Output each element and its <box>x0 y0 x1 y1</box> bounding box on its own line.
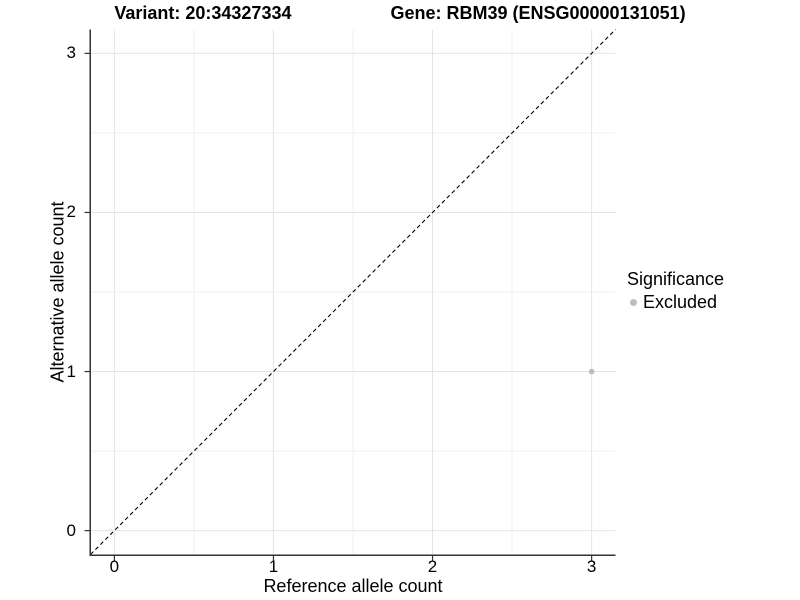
identity-reference-line <box>90 29 616 555</box>
legend-item-excluded: Excluded <box>626 292 724 313</box>
y-tick-label: 2 <box>66 202 76 222</box>
legend-title: Significance <box>627 269 725 289</box>
plot-title-variant: Variant: 20:34327334 <box>114 3 292 23</box>
plot-title: Variant: 20:34327334 Gene: RBM39 (ENSG00… <box>0 3 800 24</box>
legend-item-label: Excluded <box>643 292 718 312</box>
legend-point-icon <box>630 299 637 306</box>
x-tick-label: 1 <box>268 557 279 576</box>
legend: Significance Excluded <box>626 269 724 313</box>
x-axis-title: Reference allele count <box>263 576 443 596</box>
y-axis-title: Alternative allele count <box>47 201 68 383</box>
y-tick-label: 3 <box>66 43 76 63</box>
y-tick-label: 1 <box>66 361 76 381</box>
x-tick-label: 2 <box>427 557 438 576</box>
x-tick-label: 3 <box>586 557 597 576</box>
plot-title-gene: Gene: RBM39 (ENSG00000131051) <box>390 3 686 23</box>
y-tick-label: 0 <box>66 520 76 540</box>
x-tick-label: 0 <box>109 557 120 576</box>
data-point <box>588 368 595 375</box>
